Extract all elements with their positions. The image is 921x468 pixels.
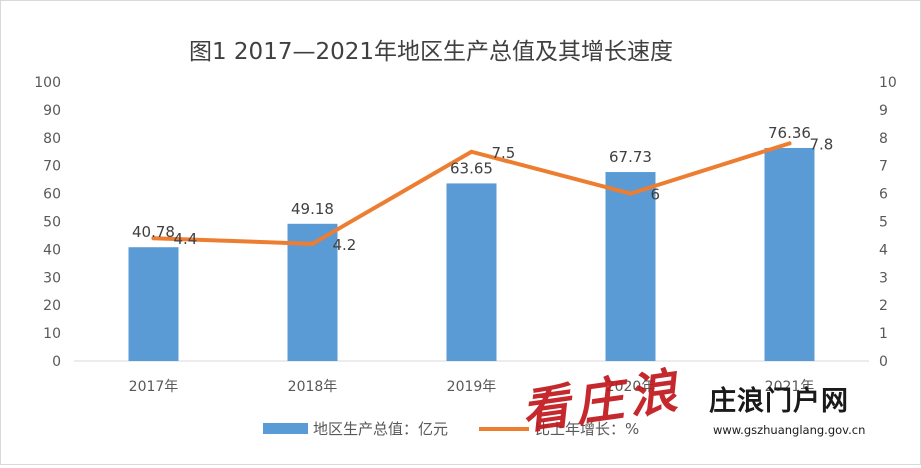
y-right-tick-label: 9 (879, 103, 888, 119)
y-right-tick-label: 6 (879, 187, 888, 203)
y-right-tick-label: 1 (879, 326, 888, 342)
line-point (787, 141, 792, 146)
line-data-label: 4.2 (333, 236, 357, 254)
x-tick-label: 2018年 (288, 379, 338, 395)
bar-data-label: 49.18 (291, 200, 334, 218)
watermark-url: www.gszhuanglang.gov.cn (713, 423, 865, 437)
x-tick-label: 2019年 (447, 379, 497, 395)
bar-series (128, 147, 815, 361)
watermark: 看庄浪 庄浪门户网 www.gszhuanglang.gov.cn (518, 362, 865, 440)
y-right-tick-label: 2 (879, 298, 888, 314)
bar-data-label: 67.73 (609, 148, 652, 166)
x-tick-label: 2020年 (606, 379, 656, 395)
legend-swatch-bar (263, 423, 308, 434)
y-left-tick-label: 90 (43, 103, 61, 119)
axes: 0 10 20 30 40 50 60 70 80 90 100 0 1 2 3 4 5 6 7 8 9 10 2017年 2… (34, 75, 897, 395)
y-left-tick-label: 0 (52, 354, 61, 370)
bar (128, 247, 179, 361)
watermark-brand: 庄浪门户网 (709, 385, 849, 417)
chart-title: 图1 2017—2021年地区生产总值及其增长速度 (189, 39, 673, 65)
legend-label-line: 比上年增长：% (535, 420, 639, 438)
x-tick-label: 2017年 (129, 379, 179, 395)
data-labels: 40.78 49.18 63.65 67.73 76.36 4.4 4.2 7.5 6 7.8 (132, 124, 833, 254)
y-right-tick-label: 3 (879, 270, 888, 286)
line-series (151, 141, 792, 246)
y-right-tick-label: 4 (879, 242, 888, 258)
x-tick-label: 2021年 (765, 379, 815, 395)
bar-data-label: 63.65 (450, 159, 493, 177)
y-right-tick-label: 7 (879, 159, 888, 175)
legend: 地区生产总值：亿元 比上年增长：% (263, 420, 639, 438)
line-data-label: 7.8 (810, 135, 834, 153)
line-point (469, 149, 474, 154)
bar-data-label: 76.36 (768, 124, 811, 142)
line-point (310, 241, 315, 246)
y-right-tick-label: 0 (879, 354, 888, 370)
bar-data-label: 40.78 (132, 223, 175, 241)
y-left-tick-label: 10 (43, 326, 61, 342)
y-right-tick-label: 5 (879, 215, 888, 231)
line-data-label: 6 (651, 186, 661, 204)
y-left-tick-label: 30 (43, 270, 61, 286)
bar (605, 172, 656, 361)
y-left-tick-label: 20 (43, 298, 61, 314)
y-right-tick-label: 8 (879, 131, 888, 147)
watermark-stamp: 看庄浪 (518, 362, 686, 440)
line-data-label: 7.5 (492, 144, 516, 162)
bar (287, 223, 338, 361)
line-point (151, 236, 156, 241)
y-right-tick-label: 10 (879, 75, 897, 91)
y-left-tick-label: 40 (43, 242, 61, 258)
y-left-tick-label: 50 (43, 215, 61, 231)
y-left-tick-label: 80 (43, 131, 61, 147)
line-data-label: 4.4 (174, 230, 198, 248)
line-point (628, 191, 633, 196)
bar (446, 183, 497, 361)
y-left-tick-label: 60 (43, 187, 61, 203)
y-left-tick-label: 100 (34, 75, 61, 91)
bar (764, 147, 815, 361)
y-left-tick-label: 70 (43, 159, 61, 175)
legend-label-bar: 地区生产总值：亿元 (313, 420, 448, 438)
